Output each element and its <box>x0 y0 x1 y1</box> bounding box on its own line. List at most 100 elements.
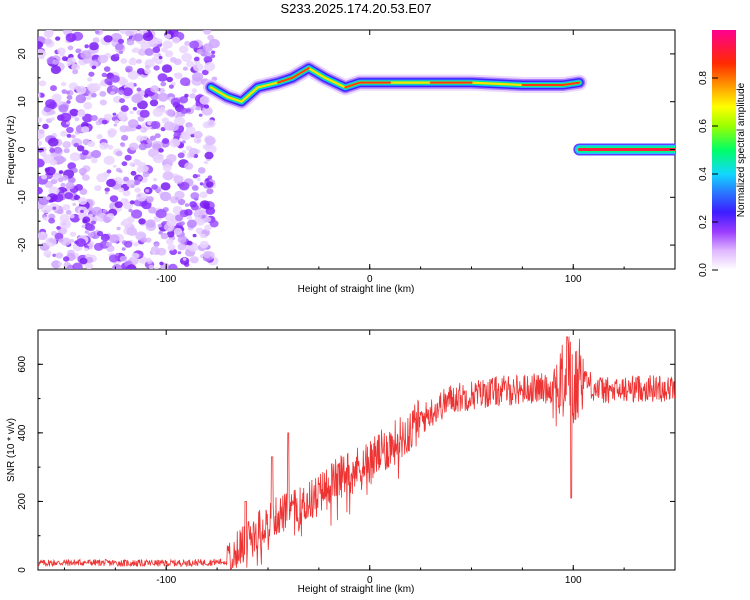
noise-blob <box>153 65 160 71</box>
noise-blob <box>178 73 183 77</box>
noise-blob <box>38 186 43 195</box>
noise-blob <box>112 112 117 116</box>
noise-blob <box>61 175 69 181</box>
noise-blob <box>144 68 151 75</box>
noise-blob <box>65 181 75 190</box>
snr-ylabel: SNR (10 * v/v) <box>6 418 17 482</box>
noise-blob <box>62 141 71 149</box>
noise-blob <box>152 108 164 117</box>
noise-blob <box>56 157 62 162</box>
noise-blob <box>163 121 175 131</box>
noise-blob <box>180 107 188 114</box>
noise-blob <box>108 254 119 263</box>
noise-blob <box>179 96 189 104</box>
noise-blob <box>148 264 154 269</box>
noise-blob <box>205 144 217 154</box>
noise-blob <box>82 216 91 223</box>
noise-blob <box>188 152 195 158</box>
noise-blob <box>99 91 107 97</box>
noise-blob <box>75 94 87 104</box>
noise-blob <box>105 191 109 195</box>
noise-blob <box>186 60 195 68</box>
noise-blob <box>177 236 187 244</box>
snr-line <box>38 336 675 570</box>
colorbar-tick-label: 0.8 <box>698 71 709 85</box>
noise-blob <box>50 85 57 92</box>
noise-blob <box>55 252 64 259</box>
noise-blob <box>126 227 138 236</box>
x-tick-label: 100 <box>565 575 582 586</box>
noise-blob <box>144 48 154 56</box>
noise-blob <box>126 39 135 46</box>
noise-blob <box>190 192 200 200</box>
noise-blob <box>137 100 148 110</box>
noise-blob <box>168 263 178 269</box>
noise-blob <box>199 191 208 199</box>
noise-blob <box>90 92 97 98</box>
noise-blob <box>101 72 108 78</box>
noise-blob <box>89 42 99 51</box>
noise-blob <box>87 83 98 92</box>
noise-blob <box>201 106 213 116</box>
noise-blob <box>49 148 56 153</box>
colorbar-tick-label: 0.0 <box>698 263 709 277</box>
noise-blob <box>192 233 197 238</box>
noise-blob <box>134 160 142 166</box>
noise-blob <box>106 178 116 188</box>
noise-blob <box>152 46 161 53</box>
noise-blob <box>78 197 88 205</box>
noise-blob <box>129 142 139 151</box>
noise-blob <box>198 113 203 117</box>
noise-blob <box>161 64 173 73</box>
noise-blob <box>45 237 57 247</box>
noise-blob <box>65 33 77 43</box>
noise-blob <box>46 196 51 201</box>
ridge-trace <box>203 60 588 110</box>
noise-blob <box>136 166 145 173</box>
noise-blob <box>206 188 214 195</box>
noise-blob <box>38 158 45 168</box>
noise-blob <box>189 201 197 208</box>
noise-blob <box>201 214 206 219</box>
noise-blob <box>182 257 187 261</box>
noise-blob <box>82 113 93 123</box>
snr-panel: -100 0 100 0 200 400 600 Height of straight li… <box>6 329 676 595</box>
noise-blob <box>166 218 177 227</box>
noise-blob <box>63 148 70 154</box>
noise-blob <box>72 69 79 75</box>
x-tick-label: 0 <box>367 575 373 586</box>
ridge-hot-0 <box>277 67 310 84</box>
ridge-hot-1 <box>344 81 392 89</box>
noise-blob <box>158 231 163 235</box>
noise-blob <box>128 58 138 66</box>
noise-blob <box>180 221 185 226</box>
noise-blob <box>205 51 211 57</box>
noise-blob <box>66 91 70 95</box>
noise-blob <box>181 113 186 117</box>
noise-blob <box>136 59 143 64</box>
noise-blob <box>145 219 156 228</box>
noise-blob <box>57 177 64 183</box>
noise-blob <box>150 85 160 93</box>
noise-blob <box>64 192 74 200</box>
noise-blob <box>173 227 183 236</box>
noise-blob <box>177 198 186 206</box>
colorbar-gradient <box>712 30 736 270</box>
noise-blob <box>137 176 143 180</box>
noise-blob <box>103 155 115 165</box>
noise-blob <box>204 216 212 223</box>
noise-blob <box>138 143 147 151</box>
colorbar-tick-label: 0.6 <box>698 119 709 133</box>
noise-blob <box>177 116 183 121</box>
noise-blob <box>186 240 193 246</box>
noise-blob <box>103 113 113 121</box>
noise-blob <box>195 106 202 111</box>
noise-blob <box>61 56 68 62</box>
noise-blob <box>162 40 173 49</box>
noise-blob <box>112 164 117 168</box>
noise-blob <box>208 38 220 49</box>
noise-blob <box>211 50 216 55</box>
noise-blob <box>73 194 81 201</box>
noise-blob <box>118 50 124 55</box>
